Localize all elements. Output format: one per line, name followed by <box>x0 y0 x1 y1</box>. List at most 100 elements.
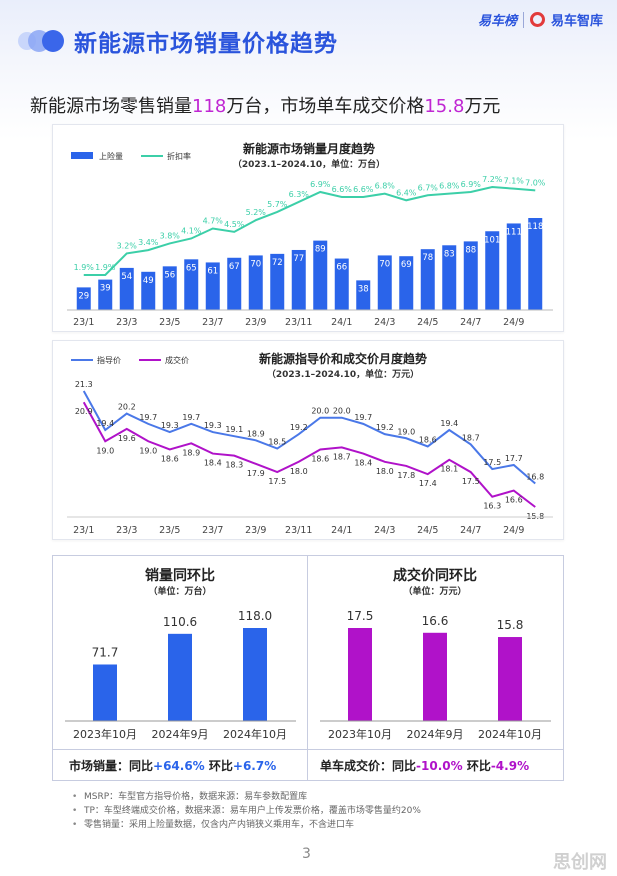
price-comparison-chart: 成交价同环比（单位：万元） 17.5 2023年10月 16.6 2024年9月 15.8… <box>320 567 551 741</box>
bar-value-label: 111 <box>506 227 522 237</box>
msrp-value-label: 20.0 <box>333 407 351 416</box>
x-tick-label: 23/1 <box>73 317 94 328</box>
bar-value-label: 72 <box>272 258 283 268</box>
bar-sales <box>399 256 414 310</box>
price-yoy-label: 单车成交价：同比 <box>320 759 417 773</box>
bar-sales <box>184 259 199 310</box>
tp-value-label: 18.3 <box>225 461 243 470</box>
comparison-value-label: 16.6 <box>422 614 449 628</box>
bar-sales <box>377 255 392 310</box>
comparison-section: 销量同环比 （单位：万台） 71.7 2023年10月 110.6 2024年9月 118.… <box>52 555 564 781</box>
tp-value-label: 18.4 <box>204 459 222 468</box>
bar-sales <box>463 241 478 310</box>
bar-value-label: 70 <box>379 259 390 269</box>
chart-title: 新能源市场销量月度趋势 <box>243 141 375 156</box>
x-tick-label: 23/7 <box>202 525 223 536</box>
bar-sales <box>313 240 328 310</box>
x-tick-label: 23/7 <box>202 317 223 328</box>
price-trend-panel: 新能源指导价和成交价月度趋势 （2023.1–2024.10，单位：万元） 指导价 成… <box>52 340 564 540</box>
x-tick-label: 24/7 <box>460 525 481 536</box>
x-tick-label: 23/3 <box>116 525 137 536</box>
x-tick-label: 23/9 <box>245 317 266 328</box>
bar-sales <box>162 266 177 310</box>
comparison-category-label: 2024年9月 <box>407 727 464 741</box>
comparison-value-label: 15.8 <box>497 618 524 632</box>
tp-value-label: 17.5 <box>268 477 286 486</box>
msrp-value-label: 17.5 <box>483 458 501 467</box>
sales-change-summary: 市场销量：同比+64.6% 环比+6.7% <box>53 749 308 781</box>
line-value-label: 5.2% <box>246 208 267 217</box>
comparison-category-label: 2024年9月 <box>152 727 209 741</box>
tp-value-label: 18.0 <box>376 467 394 476</box>
x-tick-label: 24/9 <box>503 317 524 328</box>
x-tick-label: 24/9 <box>503 525 524 536</box>
bar-value-label: 78 <box>422 253 433 263</box>
x-tick-label: 24/7 <box>460 317 481 328</box>
sales-comparison-box: 销量同环比 （单位：万台） 71.7 2023年10月 110.6 2024年9月 118.… <box>53 556 308 749</box>
headline: 新能源市场零售销量118万台，市场单车成交价格15.8万元 <box>30 92 500 118</box>
logo-separator <box>522 11 524 28</box>
msrp-value-label: 18.5 <box>268 438 286 447</box>
line-value-label: 6.7% <box>418 183 439 192</box>
comparison-bar <box>93 664 117 721</box>
line-value-label: 3.8% <box>160 231 181 240</box>
tp-value-label: 17.9 <box>247 469 265 478</box>
price-change-summary: 单车成交价：同比-10.0% 环比-4.9% <box>308 749 563 781</box>
x-tick-label: 24/5 <box>417 317 438 328</box>
chart-subtitle: （单位：万台） <box>148 585 211 597</box>
sales-trend-chart: 新能源市场销量月度趋势 （2023.1–2024.10，单位：万台） 上险量 折扣率 2… <box>67 141 553 328</box>
line-value-label: 7.1% <box>504 177 525 186</box>
comparison-value-label: 17.5 <box>347 609 374 623</box>
headline-part3: 万元 <box>464 96 501 117</box>
line-value-label: 6.6% <box>353 185 374 194</box>
bar-value-label: 66 <box>336 263 347 273</box>
logo-zhiku: 易车智库 <box>550 14 603 29</box>
comparison-category-label: 2024年10月 <box>223 727 287 741</box>
msrp-value-label: 20.0 <box>311 407 329 416</box>
line-value-label: 5.7% <box>267 200 288 209</box>
bar-value-label: 77 <box>293 254 304 264</box>
chart-title: 成交价同环比 <box>393 567 477 584</box>
bar-sales <box>119 267 134 310</box>
page-header: 新能源市场销量价格趋势 易车榜 易车智库 <box>0 0 617 80</box>
line-value-label: 4.5% <box>224 220 245 229</box>
bar-value-label: 39 <box>100 284 111 294</box>
msrp-value-label: 19.1 <box>225 425 243 434</box>
sales-yoy-value: +64.6% <box>153 759 205 773</box>
tp-value-label: 19.6 <box>118 434 136 443</box>
bar-sales <box>76 287 91 310</box>
comparison-bar <box>348 628 372 721</box>
bar-value-label: 70 <box>250 259 261 269</box>
page-number: 3 <box>302 846 311 862</box>
bar-sales <box>98 279 113 310</box>
x-tick-label: 23/5 <box>159 317 180 328</box>
comparison-category-label: 2024年10月 <box>478 727 542 741</box>
chart-subtitle: （2023.1–2024.10，单位：万台） <box>233 158 385 170</box>
msrp-value-label: 19.4 <box>440 419 458 428</box>
comparison-value-label: 118.0 <box>238 609 272 623</box>
line-value-label: 3.4% <box>138 238 159 247</box>
comparison-category-label: 2023年10月 <box>73 727 137 741</box>
comparison-bar <box>498 637 522 721</box>
watermark: 思创网 <box>553 852 607 873</box>
line-value-label: 4.1% <box>181 226 202 235</box>
tp-value-label: 19.0 <box>139 446 157 455</box>
msrp-value-label: 19.7 <box>139 413 157 422</box>
bar-value-label: 38 <box>358 284 369 294</box>
price-yoy-value: -10.0% <box>416 759 463 773</box>
sales-mom-value: +6.7% <box>232 759 277 773</box>
price-comparison-box: 成交价同环比 （单位：万元） 17.5 2023年10月 16.6 2024年9月 15.8… <box>308 556 563 749</box>
x-tick-label: 23/9 <box>245 525 266 536</box>
comparison-value-label: 110.6 <box>163 615 197 629</box>
comparison-value-label: 71.7 <box>92 645 119 659</box>
line-value-label: 7.0% <box>525 178 546 187</box>
headline-price-value: 15.8 <box>424 96 465 117</box>
bar-sales <box>528 218 543 310</box>
headline-sales-value: 118 <box>192 96 227 117</box>
msrp-value-label: 19.2 <box>290 423 308 432</box>
tp-value-label: 18.0 <box>290 467 308 476</box>
legend-label-tp: 成交价 <box>165 355 189 365</box>
tp-value-label: 20.9 <box>75 407 93 416</box>
msrp-value-label: 20.2 <box>118 403 136 412</box>
bar-value-label: 49 <box>143 276 154 286</box>
